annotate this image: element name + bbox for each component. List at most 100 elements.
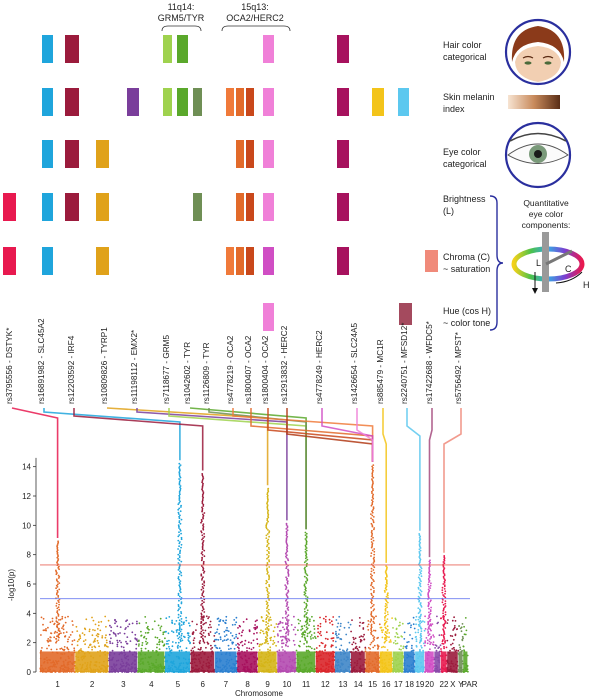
snp-point	[61, 617, 64, 620]
peak-point	[178, 462, 181, 465]
peak-point	[371, 581, 373, 584]
peak-point	[306, 612, 308, 614]
snp-point	[454, 620, 457, 622]
snp-point	[161, 640, 164, 642]
snp-point	[318, 632, 321, 635]
peak-point	[178, 619, 181, 622]
snp-point	[112, 631, 115, 634]
snp-point	[218, 647, 221, 650]
peak-point	[203, 535, 206, 538]
peak-point	[202, 513, 204, 516]
peak-point	[373, 622, 376, 624]
peak-point	[372, 516, 375, 518]
peak-point	[200, 633, 203, 636]
snp-point	[235, 621, 238, 624]
peak-point	[385, 620, 388, 623]
snp-point	[381, 631, 384, 634]
peak-point	[265, 630, 268, 633]
peak-point	[55, 617, 58, 620]
snp-label: rs4778219 - OCA2	[226, 335, 235, 404]
peak-point	[200, 636, 203, 638]
snp-point	[200, 646, 202, 649]
peak-point	[201, 556, 204, 559]
peak-point	[179, 500, 182, 503]
peak-point	[202, 517, 205, 520]
snp-point	[171, 641, 174, 643]
snp-point	[401, 636, 403, 638]
peak-point	[202, 634, 204, 637]
snp-point	[336, 636, 338, 639]
snp-point	[313, 628, 316, 630]
peak-point	[286, 626, 288, 628]
peak-point	[266, 493, 269, 495]
snp-point	[319, 622, 322, 625]
snp-point	[431, 623, 434, 625]
snp-point	[145, 643, 148, 645]
snp-point	[126, 636, 129, 638]
peak-point	[372, 578, 374, 581]
peak-point	[305, 573, 308, 575]
peak-point	[444, 641, 446, 644]
x-tick-label: 6	[200, 680, 205, 689]
peak-point	[285, 551, 288, 554]
snp-point	[433, 636, 435, 638]
peak-point	[373, 548, 376, 550]
peak-point	[200, 552, 203, 555]
peak-point	[266, 502, 268, 505]
peak-point	[441, 586, 444, 589]
snp-point	[260, 616, 263, 618]
snp-point	[138, 643, 140, 645]
snp-point	[84, 628, 87, 631]
peak-point	[58, 601, 60, 603]
snp-point	[115, 620, 118, 623]
peak-point	[305, 595, 307, 597]
snp-point	[411, 637, 414, 640]
peak-point	[266, 557, 268, 560]
snp-point	[168, 645, 170, 648]
peak-point	[306, 558, 309, 561]
peak-point	[441, 591, 444, 594]
y-tick-label: 10	[22, 521, 31, 530]
peak-point	[286, 640, 289, 643]
peak-point	[420, 632, 422, 635]
peak-point	[387, 592, 389, 595]
snp-point	[453, 648, 456, 651]
snp-point	[452, 638, 455, 641]
peak-point	[444, 627, 447, 629]
peak-point	[287, 589, 290, 592]
snp-connector-line	[356, 408, 374, 462]
x-tick-label: 14	[354, 680, 363, 689]
snp-point	[282, 635, 285, 638]
snp-point	[135, 643, 138, 646]
peak-point	[179, 606, 182, 609]
peak-point	[58, 568, 60, 571]
peak-point	[266, 570, 269, 572]
peak-point	[370, 601, 372, 603]
x-tick-label: 18	[405, 680, 414, 689]
snp-point	[80, 648, 82, 650]
peak-point	[58, 630, 61, 633]
snp-point	[461, 623, 464, 625]
x-axis-title: Chromosome	[235, 689, 284, 698]
peak-point	[371, 510, 373, 513]
snp-connector-line	[189, 407, 307, 530]
peak-point	[177, 637, 180, 640]
peak-point	[442, 603, 445, 606]
snp-point	[181, 639, 184, 642]
peak-point	[179, 640, 182, 643]
snp-point	[415, 638, 418, 640]
peak-point	[371, 542, 374, 545]
snp-point	[354, 642, 357, 645]
peak-point	[180, 546, 182, 549]
peak-point	[266, 634, 269, 637]
snp-point	[88, 630, 91, 633]
snp-point	[248, 647, 251, 650]
snp-point	[214, 638, 217, 641]
peak-point	[287, 609, 290, 611]
peak-point	[305, 626, 308, 628]
snp-point	[219, 619, 222, 621]
peak-point	[179, 485, 182, 487]
peak-point	[373, 527, 376, 529]
peak-point	[266, 549, 269, 552]
snp-point	[238, 647, 240, 650]
